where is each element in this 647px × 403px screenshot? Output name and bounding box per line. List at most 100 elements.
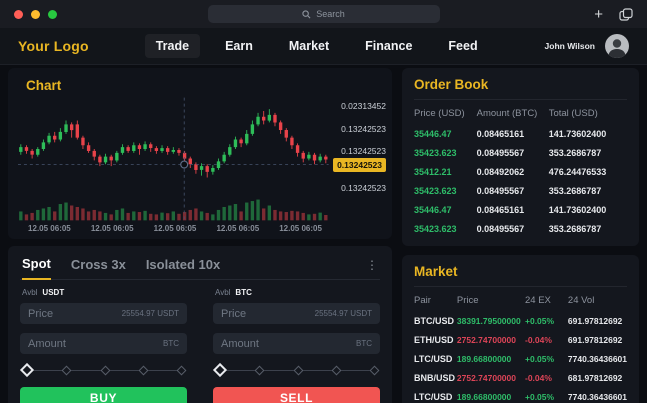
market-volume[interactable]: 691.97812692 [567,315,623,326]
market-price[interactable]: 38391.79500000 [456,315,521,326]
buy-amount-field[interactable]: Amount BTC [20,333,187,354]
avbl-currency: USDT [42,288,65,297]
chart-title: Chart [26,78,62,93]
slider-step[interactable] [176,365,187,375]
minimize-button[interactable] [31,9,40,19]
order-book-header: Price (USD) [414,108,465,119]
price-label: 0.13242523 [341,146,386,156]
order-book-panel: Order Book Price (USD) Amount (BTC) Total … [402,68,639,246]
trade-tabs: Spot Cross 3x Isolated 10x ⋮ [20,252,380,280]
order-price[interactable]: 35423.623 [414,147,457,158]
slider-step[interactable] [254,365,265,375]
slider-handle[interactable] [212,362,228,378]
slider-step[interactable] [100,365,110,375]
avatar[interactable] [605,34,629,58]
order-price[interactable]: 35412.21 [414,166,452,177]
market-pair[interactable]: ETH/USD [414,334,454,345]
slider-step[interactable] [138,365,149,375]
market-volume[interactable]: 691.97812692 [567,334,623,345]
order-total[interactable]: 353.2686787 [548,185,602,196]
market-volume[interactable]: 7740.36436601 [567,353,627,364]
price-axis: 0.02313452 0.13242523 0.13242523 0.13242523… [329,97,388,221]
market-volume[interactable]: 7740.36436601 [567,391,627,402]
market-header: Pair [414,295,431,306]
order-amount[interactable]: 0.08492062 [476,166,525,177]
market-change[interactable]: -0.04% [525,334,552,345]
nav-item-trade[interactable]: Trade [144,34,201,58]
market-price[interactable]: 2752.74700000 [456,372,516,383]
market-pair[interactable]: BNB/USD [414,372,456,383]
slider-step[interactable] [293,365,303,375]
candlestick-chart[interactable] [18,97,329,221]
market-title: Market [414,264,627,287]
slider-handle[interactable] [19,362,35,378]
slider-step[interactable] [331,365,342,375]
sell-amount-field[interactable]: Amount BTC [213,333,380,354]
market-change[interactable]: +0.05% [525,353,555,364]
buy-button[interactable]: BUY [20,387,187,403]
time-label: 12.05 06:05 [216,224,260,233]
nav-item-market[interactable]: Market [288,39,330,53]
tab-spot[interactable]: Spot [22,256,51,280]
market-change[interactable]: -0.04% [525,372,552,383]
market-volume[interactable]: 681.97812692 [567,372,623,383]
order-amount[interactable]: 0.08495567 [476,147,525,158]
tab-isolated-10x[interactable]: Isolated 10x [145,257,221,272]
tab-cross-3x[interactable]: Cross 3x [70,257,126,272]
amount-unit: BTC [356,339,372,348]
sell-button[interactable]: SELL [213,387,380,403]
time-label: 12.05 06:05 [279,224,322,233]
order-total[interactable]: 141.73602400 [548,204,607,215]
order-total[interactable]: 141.73602400 [548,128,607,139]
order-amount[interactable]: 0.08495567 [476,185,525,196]
nav-item-earn[interactable]: Earn [225,39,253,53]
market-panel: Market Pair Price 24 EX 24 Vol BTC/USD 38391.… [402,255,639,403]
price-label: 0.13242523 [341,183,386,193]
order-price[interactable]: 35423.623 [414,223,457,234]
order-amount[interactable]: 0.08465161 [476,128,525,139]
buy-amount-slider[interactable] [19,362,187,378]
new-tab-button[interactable]: + [594,5,603,23]
chart-panel: Chart 0.02313452 0.13242523 0.13242523 0.13… [8,68,392,239]
market-header: Price [456,295,479,306]
nav-item-finance[interactable]: Finance [365,39,413,53]
close-button[interactable] [14,9,23,19]
right-column: Order Book Price (USD) Amount (BTC) Total … [402,68,639,403]
sell-price-field[interactable]: Price 25554.97 USDT [213,303,380,324]
nav-item-feed[interactable]: Feed [448,39,478,53]
buy-order-form: Avbl USDT Price 25554.97 USDT Amount BTC… [19,287,187,403]
market-change[interactable]: +0.05% [525,391,555,402]
slider-step[interactable] [369,365,380,375]
order-price[interactable]: 35446.47 [414,204,452,215]
buy-price-field[interactable]: Price 25554.97 USDT [20,303,187,324]
app-logo[interactable]: Your Logo [18,38,89,54]
kebab-menu-icon[interactable]: ⋮ [366,258,378,272]
window-controls [14,9,57,19]
user-profile[interactable]: John Wilson [545,34,629,58]
slider-step[interactable] [61,365,72,375]
market-header: 24 EX [525,295,551,306]
search-input[interactable]: Search [207,5,440,23]
tab-overview-icon[interactable] [619,7,633,21]
order-amount[interactable]: 0.08465161 [476,204,525,215]
sell-available-balance: Avbl BTC [215,288,380,297]
zoom-button[interactable] [48,9,57,19]
market-price[interactable]: 189.66800000 [456,353,512,364]
order-total[interactable]: 476.24476533 [548,166,607,177]
market-change[interactable]: +0.05% [525,315,555,326]
order-price[interactable]: 35446.47 [414,128,452,139]
market-price[interactable]: 2752.74700000 [456,334,516,345]
market-pair[interactable]: LTC/USD [414,391,453,402]
order-total[interactable]: 353.2686787 [548,223,602,234]
order-book-header: Total (USD) [548,108,598,119]
order-amount[interactable]: 0.08495567 [476,223,525,234]
order-total[interactable]: 353.2686787 [548,147,602,158]
market-price[interactable]: 189.66800000 [456,391,512,402]
sell-order-form: Avbl BTC Price 25554.97 USDT Amount BTC … [212,287,380,403]
sell-amount-slider[interactable] [212,362,380,378]
market-pair[interactable]: BTC/USD [414,315,454,326]
market-pair[interactable]: LTC/USD [414,353,453,364]
order-price[interactable]: 35423.623 [414,185,457,196]
main-nav: Trade Earn Market Finance Feed [89,34,545,58]
price-placeholder: Price [28,307,54,320]
